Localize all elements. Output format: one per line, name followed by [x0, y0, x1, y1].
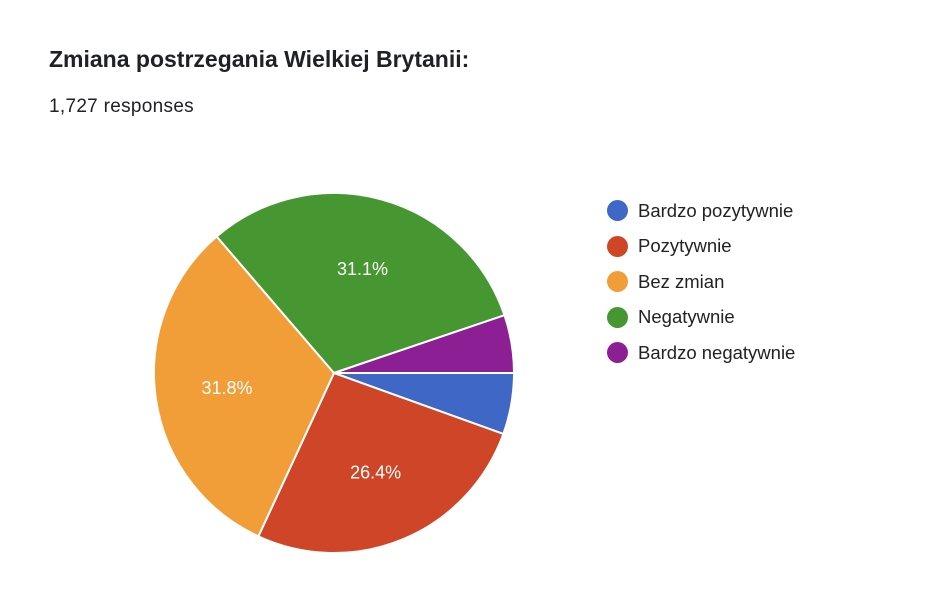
- legend-swatch: [607, 271, 628, 293]
- legend-swatch: [607, 342, 628, 364]
- legend-item: Bez zmian: [607, 264, 795, 300]
- legend-label: Bardzo pozytywnie: [638, 199, 794, 221]
- pie-slice-3: [153, 235, 336, 538]
- chart-title: Zmiana postrzegania Wielkiej Brytanii:: [49, 46, 470, 72]
- legend-swatch: [607, 235, 628, 257]
- slice-label: 31.8%: [202, 378, 253, 398]
- legend-item: Bardzo pozytywnie: [607, 193, 795, 229]
- slice-label: 26.4%: [350, 463, 401, 483]
- legend-swatch: [607, 306, 628, 328]
- pie-slice-4: [215, 192, 506, 375]
- pie-slice-5: [333, 313, 516, 374]
- legend-label: Bez zmian: [638, 270, 725, 292]
- legend-swatch: [607, 200, 628, 222]
- legend-label: Negatywnie: [638, 306, 735, 328]
- legend-item: Negatywnie: [607, 300, 795, 336]
- pie-slice-2: [257, 371, 505, 554]
- legend-label: Pozytywnie: [638, 235, 732, 257]
- legend: Bardzo pozytywnie Pozytywnie Bez zmian Nega…: [607, 193, 795, 371]
- legend-label: Bardzo negatywnie: [638, 341, 796, 363]
- legend-item: Pozytywnie: [607, 229, 795, 265]
- legend-item: Bardzo negatywnie: [607, 335, 795, 371]
- response-count: 1,727 responses: [49, 96, 194, 117]
- slice-label: 31.1%: [337, 259, 388, 279]
